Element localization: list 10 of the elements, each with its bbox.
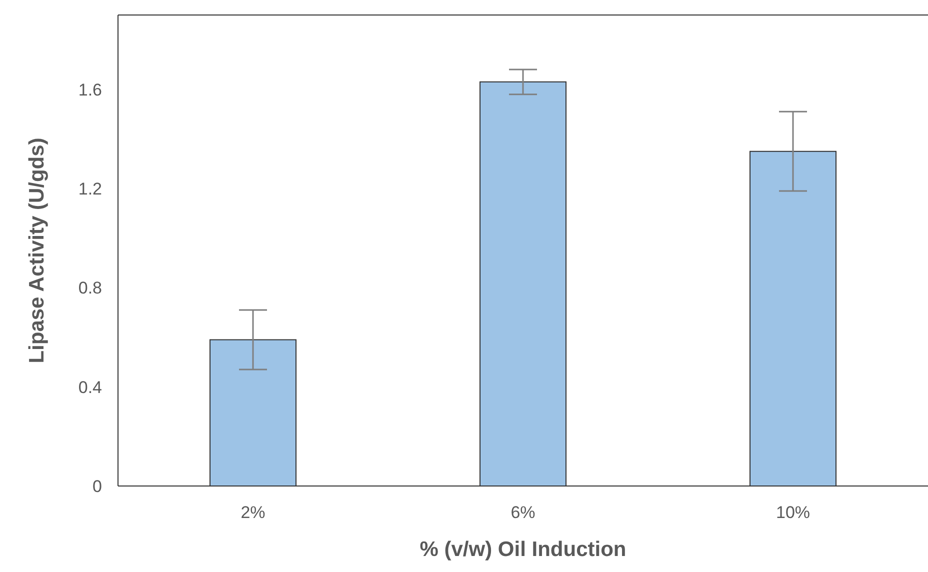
x-axis-title: % (v/w) Oil Induction: [420, 538, 626, 561]
y-tick-label: 1.6: [78, 80, 102, 100]
y-tick-label: 1.2: [78, 180, 102, 199]
y-axis-title: Lipase Activity (U/gds): [25, 138, 48, 364]
x-tick-label: 2%: [240, 503, 266, 522]
y-tick-label: 0.8: [78, 278, 102, 298]
y-tick-label: 0.4: [78, 378, 102, 397]
x-tick-label: 6%: [510, 503, 536, 522]
y-tick-label: 0: [92, 477, 102, 496]
x-tick-label: 10%: [776, 503, 810, 522]
